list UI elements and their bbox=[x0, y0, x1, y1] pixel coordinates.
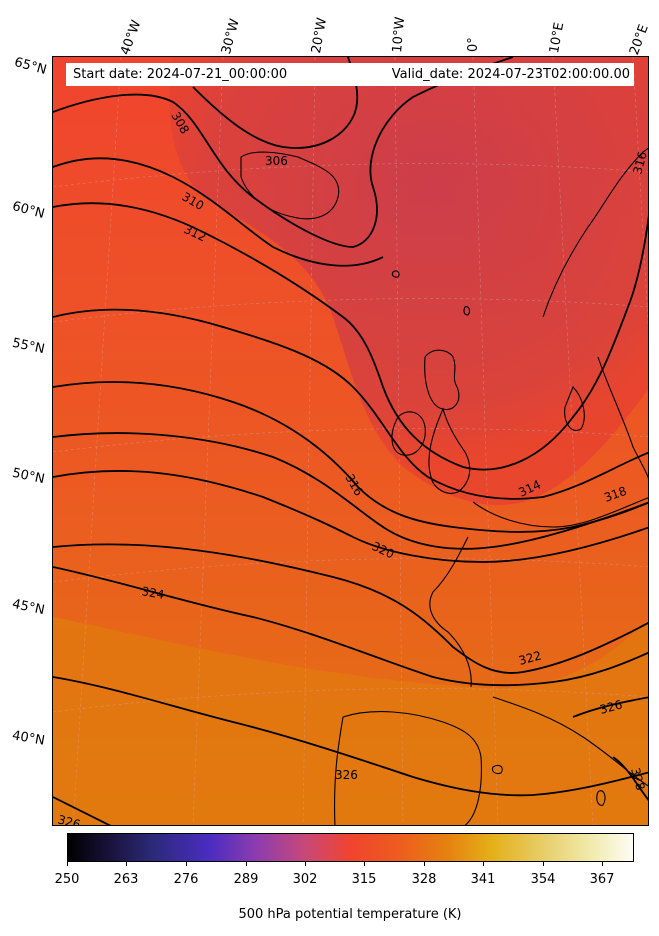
colorbar-tick-341 bbox=[483, 862, 484, 866]
shetland bbox=[463, 306, 470, 316]
lon-label-20e: 20°E bbox=[627, 22, 652, 58]
contour-label-328: 328 bbox=[628, 766, 647, 792]
lon-label-20w: 20°W bbox=[309, 16, 331, 55]
colorbar-title: 500 hPa potential temperature (K) bbox=[238, 907, 462, 922]
colorbar-label-354: 354 bbox=[530, 872, 556, 887]
contour-320 bbox=[53, 470, 648, 563]
lat-label-45n: 45°N bbox=[10, 596, 46, 619]
colorbar-label-341: 341 bbox=[470, 872, 496, 887]
header-box: Start date: 2024-07-21_00:00:00 Valid_da… bbox=[66, 63, 634, 86]
lon-label-30w: 30°W bbox=[219, 17, 243, 56]
map-panel[interactable]: 308 306 310 312 314 316 318 320 322 324 … bbox=[52, 56, 649, 826]
balearics bbox=[491, 764, 503, 775]
contour-326-east bbox=[572, 696, 648, 718]
colorbar-tick-302 bbox=[305, 862, 306, 866]
colorbar-tick-276 bbox=[186, 862, 187, 866]
europe-coast-north bbox=[472, 497, 648, 528]
colorbar-label-250: 250 bbox=[54, 872, 80, 887]
contour-label-316-ne: 316 bbox=[630, 150, 649, 176]
contour-328 bbox=[612, 756, 648, 801]
contour-308 bbox=[53, 57, 514, 248]
colorbar-label-367: 367 bbox=[589, 872, 615, 887]
contour-label-322: 322 bbox=[517, 648, 543, 667]
contour-306 bbox=[192, 57, 359, 149]
lat-label-65n: 65°N bbox=[12, 55, 49, 78]
lon-label-10w: 10°W bbox=[390, 16, 409, 54]
contour-label-306: 306 bbox=[265, 154, 288, 168]
colorbar-tick-328 bbox=[424, 862, 425, 866]
scotland-coast bbox=[424, 349, 460, 411]
iberia-west bbox=[334, 716, 344, 825]
start-date-label: Start date: 2024-07-21_00:00:00 bbox=[73, 67, 288, 82]
colorbar-label-328: 328 bbox=[411, 872, 437, 887]
contour-314 bbox=[53, 308, 648, 500]
faroe bbox=[391, 270, 400, 278]
colorbar-tick-354 bbox=[543, 862, 544, 866]
contour-326-corner bbox=[53, 796, 112, 825]
cold-trough-shading bbox=[169, 57, 648, 505]
isentropes bbox=[53, 57, 648, 825]
denmark-coast bbox=[564, 386, 585, 431]
contour-312 bbox=[53, 202, 648, 471]
lat-label-60n: 60°N bbox=[10, 199, 47, 222]
contour-324 bbox=[53, 566, 648, 687]
colorbar-label-276: 276 bbox=[173, 872, 199, 887]
contour-316 bbox=[53, 381, 648, 533]
colorbar-label-315: 315 bbox=[351, 872, 377, 887]
lat-label-55n: 55°N bbox=[10, 335, 46, 358]
valid-date-label: Valid_date: 2024-07-23T02:00:00.00 bbox=[391, 67, 630, 82]
lon-label-10e: 10°E bbox=[547, 21, 568, 55]
england-coast bbox=[428, 407, 471, 494]
ireland-coast bbox=[391, 411, 426, 456]
corsica bbox=[596, 790, 606, 806]
map-svg: 308 306 310 312 314 316 318 320 322 324 … bbox=[53, 57, 649, 825]
norway-coast bbox=[542, 147, 648, 318]
coastlines bbox=[240, 147, 648, 825]
iberia-coast bbox=[342, 711, 482, 825]
contour-label-324: 324 bbox=[140, 584, 165, 602]
colorbar-label-263: 263 bbox=[113, 872, 139, 887]
sweden-coast bbox=[597, 356, 648, 479]
colorbar-label-302: 302 bbox=[292, 872, 318, 887]
contour-322 bbox=[53, 543, 648, 674]
colorbar-tick-263 bbox=[126, 862, 127, 866]
colorbar-label-289: 289 bbox=[233, 872, 259, 887]
colorbar-tick-367 bbox=[602, 862, 603, 866]
lon-label-40w: 40°W bbox=[118, 18, 145, 58]
lon-label-0: 0° bbox=[466, 37, 481, 52]
colorbar bbox=[67, 833, 634, 862]
contour-310 bbox=[53, 157, 384, 267]
contour-318 bbox=[53, 432, 648, 550]
colorbar-tick-289 bbox=[246, 862, 247, 866]
colorbar-tick-315 bbox=[364, 862, 365, 866]
contour-label-326-east: 326 bbox=[598, 697, 624, 716]
lat-label-50n: 50°N bbox=[10, 465, 46, 488]
contour-326-south bbox=[53, 676, 648, 797]
colorbar-tick-250 bbox=[67, 862, 68, 866]
contour-label-326-south: 326 bbox=[335, 768, 358, 782]
lat-label-40n: 40°N bbox=[10, 728, 46, 749]
graticule bbox=[53, 57, 648, 825]
